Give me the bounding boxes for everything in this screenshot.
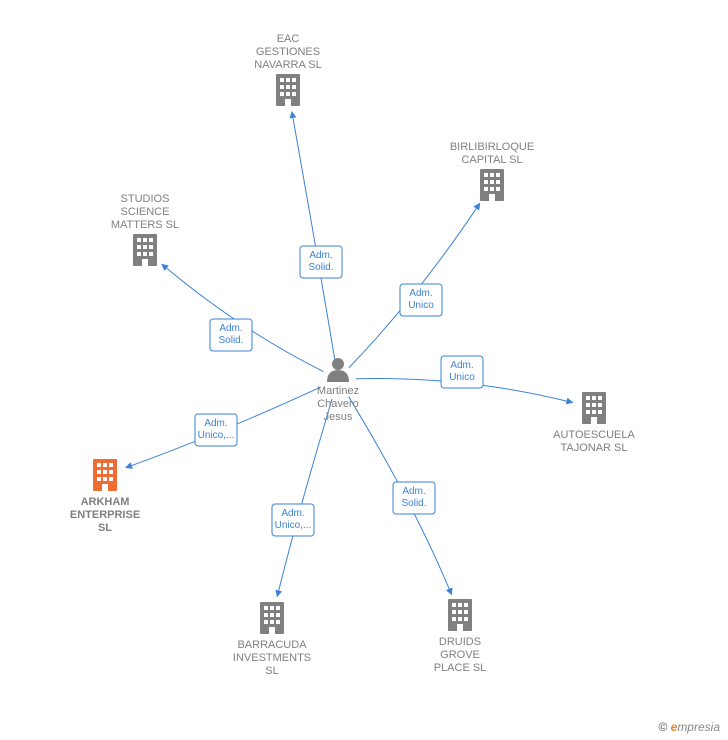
edge-label: Adm. [219, 323, 242, 334]
node-label: AUTOESCUELA [553, 429, 635, 441]
edge-label: Unico [408, 300, 434, 311]
node-label: CAPITAL SL [461, 154, 522, 166]
center-node-label: Chavero [317, 398, 359, 410]
center-node-label: Martinez [317, 385, 359, 397]
edge-label: Unico,... [198, 430, 235, 441]
building-icon [276, 74, 300, 106]
brand-rest: mpresia [677, 720, 720, 734]
edge-label: Solid. [218, 335, 243, 346]
node-label: GROVE [440, 649, 480, 661]
node-eac: EACGESTIONESNAVARRA SL [254, 33, 321, 106]
node-label: GESTIONES [256, 46, 320, 58]
edge-label: Adm. [204, 418, 227, 429]
building-icon [93, 459, 117, 491]
edge-eac [292, 112, 336, 365]
building-icon [480, 169, 504, 201]
node-barracuda: BARRACUDAINVESTMENTSSL [233, 602, 311, 677]
edge-label: Unico,... [275, 520, 312, 531]
edge-label: Adm. [281, 508, 304, 519]
edge-label: Adm. [450, 360, 473, 371]
node-birli: BIRLIBIRLOQUECAPITAL SL [450, 141, 534, 201]
edge-label: Adm. [409, 288, 432, 299]
node-label: BARRACUDA [237, 639, 307, 651]
node-label: PLACE SL [434, 662, 487, 674]
center-node: MartinezChaveroJesus [317, 358, 359, 423]
node-label: TAJONAR SL [560, 442, 627, 454]
person-icon [327, 358, 349, 382]
building-icon [260, 602, 284, 634]
edge-label: Solid. [401, 498, 426, 509]
node-studios: STUDIOSSCIENCEMATTERS SL [111, 193, 179, 266]
node-label: INVESTMENTS [233, 652, 311, 664]
node-label: SL [98, 522, 112, 534]
node-druids: DRUIDSGROVEPLACE SL [434, 599, 487, 674]
edge-label: Adm. [309, 250, 332, 261]
network-diagram: Adm.Solid.Adm.UnicoAdm.UnicoAdm.Solid.Ad… [0, 0, 728, 740]
node-label: BIRLIBIRLOQUE [450, 141, 534, 153]
node-label: DRUIDS [439, 636, 481, 648]
copyright-symbol: © [658, 720, 667, 734]
edge-label: Adm. [402, 486, 425, 497]
center-node-label: Jesus [324, 411, 353, 423]
building-icon [133, 234, 157, 266]
node-arkham: ARKHAMENTERPRISESL [70, 459, 140, 534]
node-label: STUDIOS [121, 193, 170, 205]
node-label: MATTERS SL [111, 219, 179, 231]
node-label: NAVARRA SL [254, 59, 321, 71]
building-icon [582, 392, 606, 424]
node-label: ENTERPRISE [70, 509, 140, 521]
node-label: SCIENCE [121, 206, 170, 218]
building-icon [448, 599, 472, 631]
copyright: © empresia [658, 720, 720, 734]
edge-barracuda [277, 399, 332, 597]
node-label: EAC [277, 33, 300, 45]
edge-label: Unico [449, 372, 475, 383]
edge-label: Solid. [308, 262, 333, 273]
node-label: SL [265, 665, 278, 677]
node-label: ARKHAM [81, 496, 130, 508]
edge-studios [162, 264, 324, 371]
